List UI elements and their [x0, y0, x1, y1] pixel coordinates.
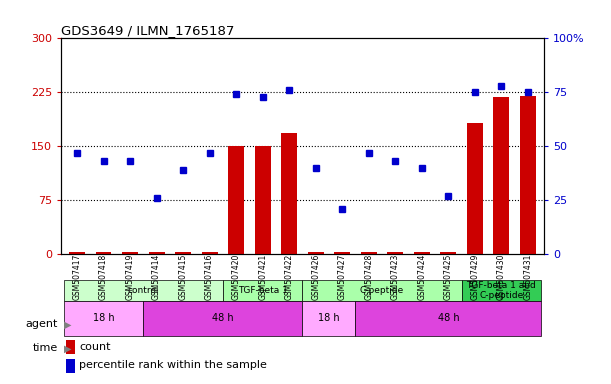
- Text: GSM507417: GSM507417: [73, 254, 81, 300]
- Text: control: control: [128, 286, 159, 295]
- Text: GSM507416: GSM507416: [205, 254, 214, 300]
- Bar: [66, 359, 75, 373]
- Bar: [223, 280, 302, 301]
- Text: GSM507418: GSM507418: [99, 254, 108, 300]
- Bar: [461, 280, 541, 301]
- Text: ▶: ▶: [64, 319, 71, 329]
- Bar: [69, 252, 85, 254]
- Bar: [308, 252, 324, 254]
- Text: GSM507427: GSM507427: [338, 254, 346, 300]
- Bar: [175, 252, 191, 254]
- Text: time: time: [33, 343, 58, 353]
- Bar: [66, 340, 75, 354]
- Text: count: count: [79, 342, 111, 352]
- Text: C-peptide: C-peptide: [360, 286, 404, 295]
- Bar: [387, 252, 403, 254]
- Text: GSM507423: GSM507423: [391, 254, 400, 300]
- Bar: [334, 252, 350, 254]
- Bar: [360, 252, 377, 254]
- Text: GSM507422: GSM507422: [285, 254, 294, 300]
- Bar: [302, 280, 461, 301]
- Bar: [494, 97, 510, 254]
- Bar: [202, 252, 218, 254]
- Text: TGF-beta 1: TGF-beta 1: [238, 286, 288, 295]
- Text: 48 h: 48 h: [437, 313, 459, 323]
- Text: 18 h: 18 h: [318, 313, 340, 323]
- Bar: [228, 146, 244, 254]
- Bar: [122, 252, 138, 254]
- Text: agent: agent: [26, 319, 58, 329]
- Text: GSM507424: GSM507424: [417, 254, 426, 300]
- Bar: [302, 301, 356, 336]
- Text: GSM507415: GSM507415: [178, 254, 188, 300]
- Text: GSM507430: GSM507430: [497, 254, 506, 300]
- Text: GSM507425: GSM507425: [444, 254, 453, 300]
- Bar: [255, 146, 271, 254]
- Bar: [95, 252, 111, 254]
- Bar: [414, 252, 430, 254]
- Text: percentile rank within the sample: percentile rank within the sample: [79, 361, 268, 371]
- Text: GSM507429: GSM507429: [470, 254, 480, 300]
- Text: 18 h: 18 h: [93, 313, 114, 323]
- Text: GSM507420: GSM507420: [232, 254, 241, 300]
- Text: GSM507421: GSM507421: [258, 254, 267, 300]
- Text: GSM507414: GSM507414: [152, 254, 161, 300]
- Bar: [64, 301, 144, 336]
- Bar: [281, 133, 297, 254]
- Bar: [144, 301, 302, 336]
- Text: GSM507426: GSM507426: [311, 254, 320, 300]
- Text: GDS3649 / ILMN_1765187: GDS3649 / ILMN_1765187: [61, 24, 235, 37]
- Bar: [441, 252, 456, 254]
- Bar: [148, 252, 164, 254]
- Bar: [356, 301, 541, 336]
- Bar: [467, 123, 483, 254]
- Text: TGF-beta 1 and
C-peptide: TGF-beta 1 and C-peptide: [466, 281, 536, 300]
- Text: 48 h: 48 h: [212, 313, 233, 323]
- Text: GSM507428: GSM507428: [364, 254, 373, 300]
- Text: GSM507419: GSM507419: [125, 254, 134, 300]
- Text: ▶: ▶: [64, 343, 71, 353]
- Bar: [64, 280, 223, 301]
- Bar: [520, 96, 536, 254]
- Text: GSM507431: GSM507431: [524, 254, 532, 300]
